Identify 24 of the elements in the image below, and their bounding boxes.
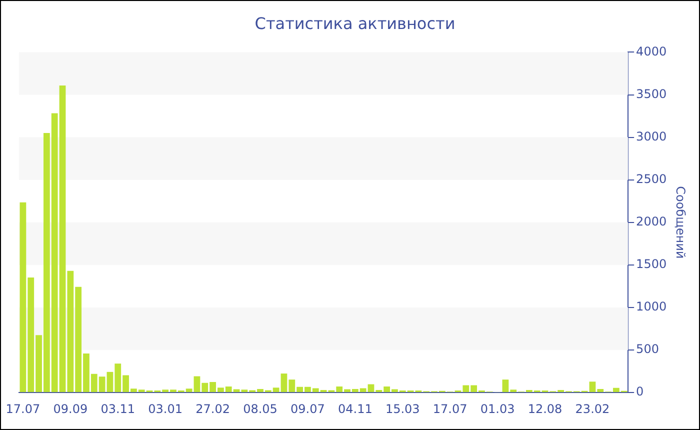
x-tick-label: 15.03	[385, 402, 420, 416]
x-tick-label: 04.11	[338, 402, 372, 416]
y-tick-label: 4000	[636, 44, 667, 58]
x-tick-label: 09.09	[53, 402, 88, 416]
y-tick-label: 500	[636, 342, 659, 356]
y-axis-title: Сообщений	[674, 186, 688, 259]
x-tick-label: 17.07	[432, 402, 468, 416]
y-tick-label: 3000	[636, 129, 667, 144]
x-tick-label: 17.07	[6, 402, 40, 416]
y-tick-label: 0	[636, 384, 644, 399]
chart-title: Статистика активности	[254, 14, 456, 33]
x-tick-label: 08.05	[243, 402, 278, 416]
y-tick-label: 1500	[636, 257, 667, 272]
x-tick-label: 03.11	[100, 402, 136, 416]
y-tick-label: 1000	[636, 300, 667, 314]
y-tick-label: 2000	[636, 214, 667, 229]
x-tick-label: 12.08	[528, 402, 562, 416]
y-tick-label: 3500	[636, 86, 667, 101]
x-tick-label: 03.01	[148, 402, 183, 416]
x-tick-label: 01.03	[480, 402, 515, 416]
x-tick-label: 23.02	[575, 402, 610, 416]
y-tick-label: 2500	[636, 172, 667, 186]
x-tick-label: 09.07	[290, 402, 325, 416]
x-tick-label: 27.02	[196, 402, 230, 416]
